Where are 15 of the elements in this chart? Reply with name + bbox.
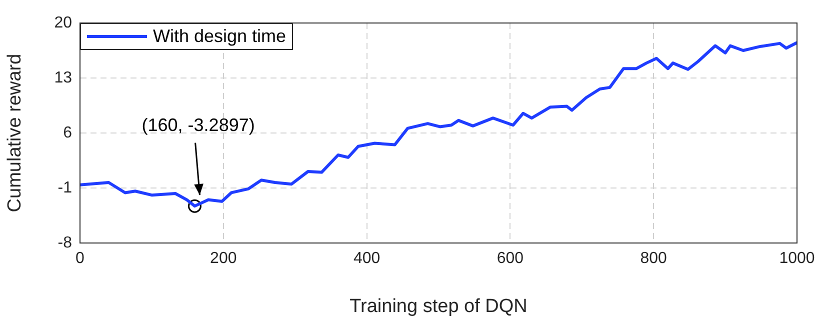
y-tick-label: 20 — [54, 14, 72, 32]
y-tick-label: -8 — [58, 234, 72, 252]
x-axis-title: Training step of DQN — [350, 296, 528, 317]
x-tick-label: 600 — [496, 250, 524, 268]
x-tick-label: 1000 — [779, 250, 815, 268]
annotation: (160, -3.2897) — [142, 114, 255, 135]
y-tick-label: -1 — [58, 179, 72, 196]
y-tick-label: 13 — [54, 69, 72, 86]
y-tick-label: 6 — [63, 124, 72, 142]
x-tick-label: 800 — [640, 250, 668, 268]
x-tick-label: 400 — [353, 250, 380, 268]
legend-label: With design time — [153, 26, 286, 47]
x-tick-label: 0 — [76, 250, 85, 268]
y-axis-title: Cumulative reward — [4, 54, 26, 212]
x-tick-label: 200 — [210, 250, 237, 268]
